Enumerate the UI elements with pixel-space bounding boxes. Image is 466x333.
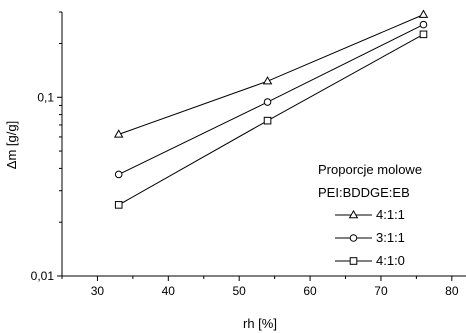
series-4:1:0 — [114, 30, 428, 209]
legend-label: 3:1:1 — [376, 230, 405, 245]
series-layer — [113, 9, 429, 209]
y-tick-label: 0,01 — [31, 269, 55, 283]
x-tick-label: 70 — [374, 284, 388, 298]
y-tick-label: 0,1 — [37, 90, 54, 104]
ticks: 30 40 50 60 70 80 0,1 0,01 — [31, 11, 459, 298]
data-point-triangle — [113, 129, 124, 138]
data-point-circle — [263, 98, 272, 106]
legend-title-line-1: Proporcje molowe — [318, 162, 422, 177]
legend-entry: 3:1:1 — [335, 230, 405, 245]
data-point-circle — [114, 170, 123, 179]
x-tick-label: 80 — [445, 284, 459, 298]
x-tick-label: 50 — [233, 284, 247, 298]
x-tick-label: 40 — [162, 284, 176, 298]
data-point-square — [419, 30, 428, 39]
data-point-circle — [419, 20, 428, 29]
series-line — [118, 24, 424, 175]
data-point-triangle — [418, 9, 429, 18]
legend-entry: 4:1:1 — [335, 207, 405, 222]
legend-title-line-2: PEI:BDDGE:EB — [318, 185, 410, 200]
axes — [61, 12, 466, 277]
legend-label: 4:1:0 — [376, 253, 405, 268]
x-tick-label: 30 — [91, 284, 105, 298]
series-4:1:1 — [113, 9, 429, 138]
data-point-square — [114, 201, 123, 209]
data-point-square — [263, 116, 272, 125]
legend-marker-square — [349, 257, 358, 265]
x-axis-label: rh [%] — [243, 316, 277, 331]
legend-marker-circle — [349, 234, 358, 242]
series-line — [118, 14, 424, 135]
legend-marker-triangle — [348, 209, 359, 219]
x-tick-label: 60 — [303, 284, 317, 298]
series-3:1:1 — [114, 20, 428, 179]
legend-entry: 4:1:0 — [335, 253, 405, 268]
y-axis-label: Δm [g/g] — [4, 121, 19, 169]
legend: 4:1:1 3:1:1 4:1:0 — [335, 207, 405, 268]
data-point-triangle — [262, 76, 273, 85]
legend-label: 4:1:1 — [376, 207, 405, 222]
